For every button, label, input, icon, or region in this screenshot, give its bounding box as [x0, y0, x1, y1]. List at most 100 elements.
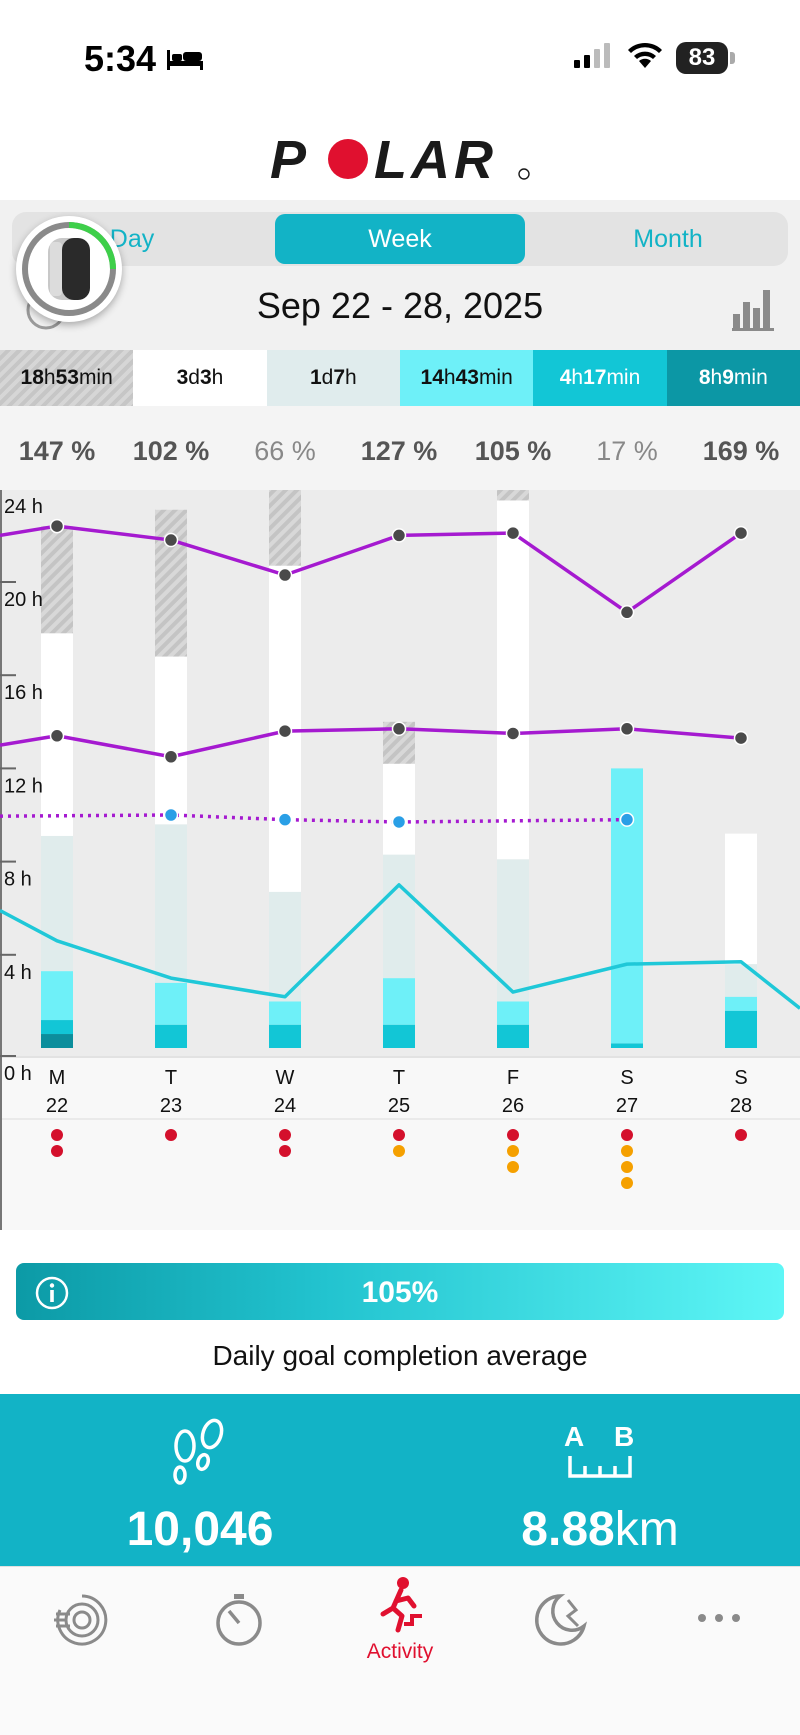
bar-segment-sleep [41, 526, 73, 634]
x-date-label: 23 [160, 1095, 182, 1117]
series-line-2 [0, 727, 742, 759]
stopwatch-icon[interactable] [212, 1592, 266, 1648]
series-point [619, 721, 635, 737]
series-line-3 [0, 813, 628, 824]
series-point [163, 749, 179, 764]
x-date-label: 22 [46, 1095, 68, 1117]
series-point [163, 807, 179, 823]
marker-dot-red [51, 1145, 63, 1157]
x-day-label: F [507, 1067, 519, 1089]
series-point [391, 721, 407, 737]
marker-dot-red [393, 1129, 405, 1141]
distance-label-b: B [614, 1421, 634, 1452]
series-line-4 [0, 883, 800, 1010]
series-point [505, 525, 521, 541]
svg-text:P: P [270, 130, 310, 188]
tab-week[interactable]: Week [275, 214, 525, 264]
goal-percent-thu: 127 % [360, 436, 438, 466]
x-day-label: T [165, 1067, 177, 1089]
y-tick-label: 0 h [4, 1063, 32, 1085]
x-day-label: M [49, 1067, 66, 1089]
x-day-label: S [620, 1067, 633, 1089]
series-point [277, 567, 293, 583]
bar-segment-light [41, 971, 73, 1021]
footsteps-icon [173, 1418, 224, 1485]
x-date-label: 24 [274, 1095, 296, 1117]
stats-band [0, 1394, 800, 1566]
bar-segment-medium [383, 1024, 415, 1048]
bar-segment-sedentary [383, 854, 415, 979]
strip-segment-light: 14h43min [400, 350, 534, 406]
tab-month[interactable]: Month [633, 225, 703, 253]
goal-percent-sat: 17 % [596, 436, 658, 466]
series-point [505, 726, 521, 741]
strip-segment-sleep: 18h53min [0, 350, 134, 406]
bar-segment-medium [41, 1020, 73, 1035]
y-tick-label: 16 h [4, 682, 43, 704]
x-day-label: W [276, 1067, 295, 1089]
marker-dot-red [279, 1129, 291, 1141]
strip-segment-medium: 4h17min [533, 350, 667, 406]
sleep-moon-icon[interactable] [530, 1590, 590, 1650]
distance-label-a: A [564, 1421, 584, 1452]
marker-dot-orange [621, 1177, 633, 1189]
series-point [163, 532, 179, 548]
bar-segment-medium [155, 1024, 187, 1048]
marker-dot-orange [621, 1161, 633, 1173]
info-icon[interactable] [34, 1275, 70, 1311]
marker-dot-red [51, 1129, 63, 1141]
period-tabs: Day Week Month [12, 212, 788, 266]
bar-segment-medium [497, 1024, 529, 1048]
series-point [391, 814, 407, 830]
bar-segment-light [155, 982, 187, 1025]
svg-text:LAR: LAR [374, 130, 497, 188]
bar-segment-sedentary [41, 835, 73, 972]
x-day-label: S [734, 1067, 747, 1089]
goal-completion-value: 105% [361, 1276, 439, 1309]
series-point [277, 812, 293, 827]
steps-count: 10,046 [126, 1503, 274, 1556]
bar-segment-high [41, 1034, 73, 1048]
bed-icon [167, 50, 203, 70]
bar-segment-sleep [155, 509, 187, 657]
series-point [49, 728, 65, 744]
bar-chart-icon[interactable] [731, 286, 775, 332]
training-load-icon[interactable] [52, 1592, 108, 1648]
x-date-label: 25 [388, 1095, 410, 1117]
marker-dot-red [279, 1145, 291, 1157]
strip-segment-high: 8h9min [666, 350, 800, 406]
marker-dot-red [165, 1129, 177, 1141]
bar-segment-light [269, 1001, 301, 1025]
activity-icon[interactable] [378, 1576, 424, 1636]
date-row [0, 275, 800, 350]
bar-segment-sedentary [269, 891, 301, 1002]
battery-tip [730, 52, 735, 64]
polar-logo: P LAR [270, 130, 530, 188]
device-avatar[interactable] [16, 216, 122, 322]
bar-segment-light [725, 996, 757, 1011]
strip-segment-resting: 3d3h [133, 350, 267, 406]
y-tick-label: 4 h [4, 962, 32, 984]
marker-dot-orange [507, 1161, 519, 1173]
nav-activity-label[interactable]: Activity [366, 1640, 434, 1663]
bar-segment-medium [611, 1043, 643, 1048]
y-tick-label: 8 h [4, 869, 32, 891]
activity-time-strip: 18h53min 3d3h 1d7h 14h43min 4h17min 8h9m… [0, 350, 800, 406]
status-time: 5:34 [84, 38, 157, 79]
marker-dot-red [735, 1129, 747, 1141]
bar-segment-resting [725, 833, 757, 965]
bar-segment-sedentary [497, 859, 529, 1002]
y-tick-label: 20 h [4, 589, 43, 611]
goal-percent-mon: 147 % [18, 436, 96, 466]
goal-percent-row: 147 % 102 % 66 % 127 % 105 % 17 % 169 % [0, 406, 800, 490]
bar-segment-sleep [497, 490, 529, 501]
goal-completion-bar [16, 1263, 784, 1320]
series-line-1 [0, 524, 742, 615]
date-range: Sep 22 - 28, 2025 [256, 285, 544, 326]
battery-icon: 83 [676, 42, 728, 74]
distance-ruler-icon: A B [564, 1421, 634, 1478]
bar-segment-medium [725, 1010, 757, 1048]
more-icon[interactable] [696, 1606, 742, 1630]
series-point [391, 528, 407, 543]
marker-dot-red [507, 1129, 519, 1141]
